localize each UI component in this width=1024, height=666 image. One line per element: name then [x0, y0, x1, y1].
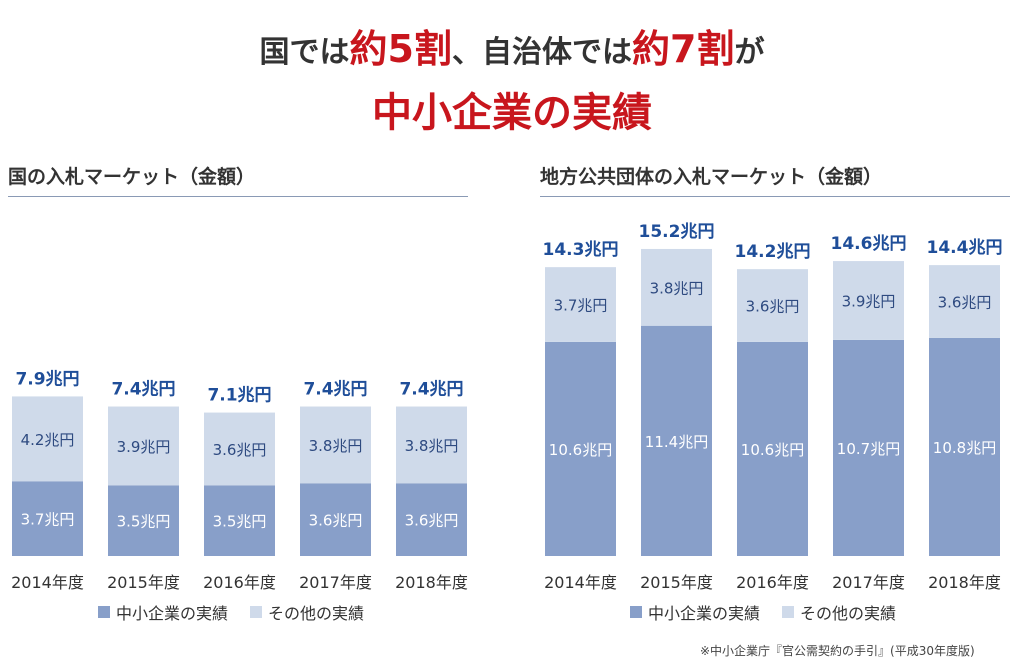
total-label: 15.2兆円 — [639, 222, 715, 242]
data-label-sme: 10.6兆円 — [741, 441, 804, 459]
legend-label-sme: 中小企業の実績 — [116, 604, 229, 623]
headline-highlight: 約7割 — [632, 27, 735, 71]
bar-sme-national — [300, 483, 371, 556]
bar-sme-national — [396, 483, 467, 556]
total-label: 14.2兆円 — [735, 242, 811, 262]
bar-sme-national — [12, 481, 83, 556]
legend-item-other: その他の実績 — [782, 600, 896, 624]
legend-swatch-other — [250, 606, 263, 618]
total-label: 7.4兆円 — [399, 380, 463, 400]
bar-sme-local — [833, 339, 904, 556]
total-label: 7.4兆円 — [111, 380, 175, 400]
legend-label-other: その他の実績 — [800, 604, 897, 623]
x-tick-label: 2014年度 — [11, 573, 84, 592]
data-label-other: 3.6兆円 — [213, 441, 267, 459]
data-label-sme: 11.4兆円 — [645, 433, 708, 451]
bar-other-national — [300, 406, 371, 484]
bar-other-local — [737, 269, 808, 342]
data-label-other: 3.7兆円 — [554, 297, 608, 315]
legend-item-sme: 中小企業の実績 — [630, 600, 760, 624]
legend-local: 中小企業の実績 その他の実績 — [630, 600, 896, 624]
footnote: ※中小企業庁『官公需契約の手引』(平成30年度版) — [700, 644, 975, 658]
headline-line1: 国では約5割、自治体では約7割が — [0, 18, 1024, 73]
chart-title-local: 地方公共団体の入札マーケット（金額） — [540, 166, 883, 188]
data-label-sme: 10.8兆円 — [933, 439, 996, 457]
bar-other-national — [396, 406, 467, 484]
data-label-sme: 3.5兆円 — [117, 513, 171, 531]
x-tick-label: 2015年度 — [107, 573, 180, 592]
data-label-other: 3.9兆円 — [117, 438, 171, 456]
data-label-other: 4.2兆円 — [21, 431, 75, 449]
x-tick-label: 2014年度 — [544, 573, 617, 592]
data-label-sme: 3.6兆円 — [405, 512, 459, 530]
x-tick-label: 2015年度 — [640, 573, 713, 592]
data-label-sme: 3.7兆円 — [21, 511, 75, 529]
legend-national: 中小企業の実績 その他の実績 — [98, 600, 364, 624]
data-label-sme: 10.6兆円 — [549, 441, 612, 459]
bar-sme-local — [737, 341, 808, 556]
x-tick-label: 2017年度 — [299, 573, 372, 592]
x-tick-label: 2016年度 — [203, 573, 276, 592]
data-label-sme: 3.6兆円 — [309, 512, 363, 530]
bar-other-national — [204, 412, 275, 486]
data-label-other: 3.8兆円 — [309, 437, 363, 455]
total-label: 14.3兆円 — [543, 240, 619, 260]
bar-sme-national — [204, 485, 275, 556]
bar-other-local — [833, 261, 904, 340]
bar-sme-national — [108, 485, 179, 556]
divider-local — [540, 196, 1010, 197]
total-label: 14.4兆円 — [927, 238, 1003, 258]
headline-text: が — [734, 35, 765, 70]
x-tick-label: 2018年度 — [395, 573, 468, 592]
headline-text: 、自治体では — [452, 35, 632, 70]
bar-sme-local — [929, 337, 1000, 556]
bar-other-local — [641, 248, 712, 326]
bar-other-local — [929, 265, 1000, 338]
legend-item-other: その他の実績 — [250, 600, 364, 624]
chart-title-national: 国の入札マーケット（金額） — [8, 166, 256, 188]
x-tick-label: 2017年度 — [832, 573, 905, 592]
total-label: 7.1兆円 — [207, 386, 271, 406]
bar-sme-local — [545, 341, 616, 556]
legend-swatch-other — [782, 606, 795, 618]
bar-other-national — [108, 406, 179, 486]
legend-swatch-sme — [630, 606, 642, 618]
total-label: 7.9兆円 — [15, 369, 79, 389]
x-tick-label: 2018年度 — [928, 573, 1001, 592]
legend-label-other: その他の実績 — [268, 604, 365, 623]
bar-other-local — [545, 267, 616, 342]
headline-text: 国では — [259, 35, 350, 70]
total-label: 14.6兆円 — [831, 234, 907, 254]
x-tick-label: 2016年度 — [736, 573, 809, 592]
data-label-other: 3.6兆円 — [746, 298, 800, 316]
data-label-other: 3.9兆円 — [842, 292, 896, 310]
bar-sme-local — [641, 325, 712, 556]
data-label-sme: 10.7兆円 — [837, 440, 900, 458]
legend-swatch-sme — [98, 606, 110, 618]
data-label-sme: 3.5兆円 — [213, 513, 267, 531]
legend-label-sme: 中小企業の実績 — [648, 604, 761, 623]
data-label-other: 3.6兆円 — [938, 293, 992, 311]
legend-item-sme: 中小企業の実績 — [98, 600, 228, 624]
divider-national — [8, 196, 468, 197]
total-label: 7.4兆円 — [303, 380, 367, 400]
data-label-other: 3.8兆円 — [650, 279, 704, 297]
data-label-other: 3.8兆円 — [405, 437, 459, 455]
headline-line2: 中小企業の実績 — [372, 90, 652, 136]
bar-other-national — [12, 396, 83, 482]
headline-highlight: 約5割 — [349, 27, 452, 71]
